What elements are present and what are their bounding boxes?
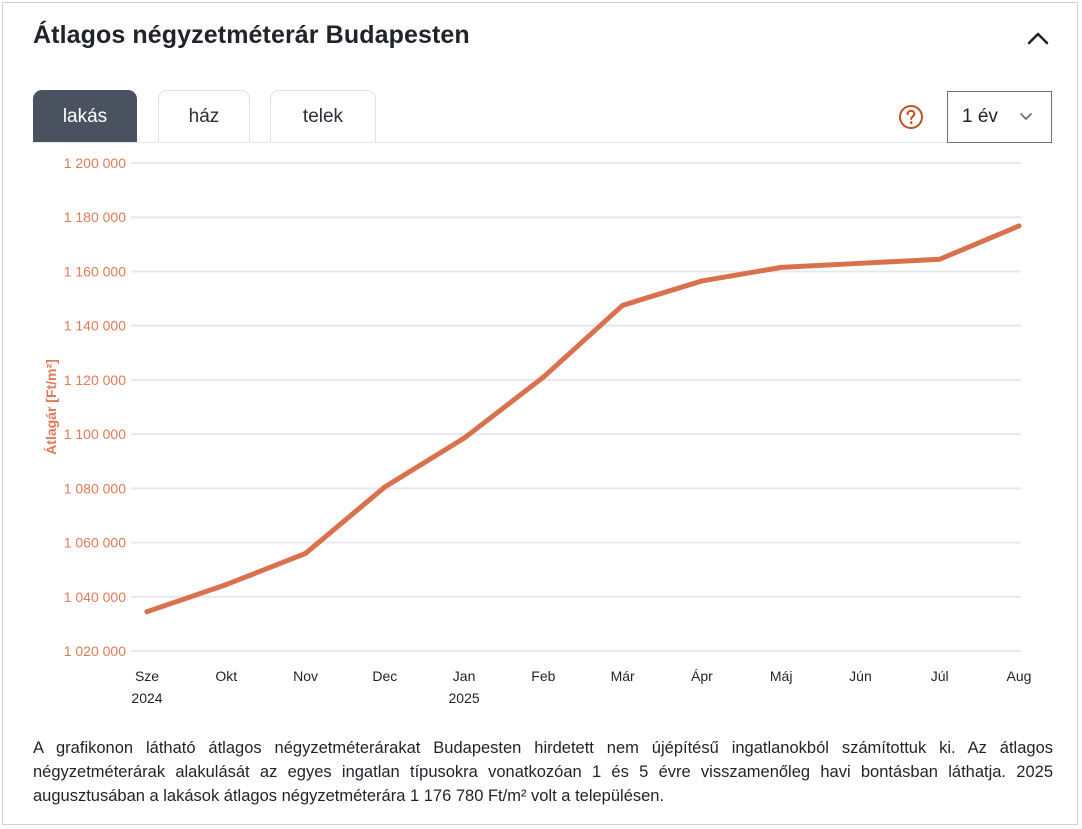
tab-label: telek [302, 105, 344, 127]
x-tick-label: Jún [849, 668, 872, 684]
data-point [144, 609, 150, 615]
x-tick-label: Már [611, 668, 635, 684]
tab-label: ház [188, 105, 220, 127]
data-point [303, 550, 309, 556]
chevron-down-icon [1020, 113, 1032, 120]
page-title: Átlagos négyzetméterár Budapesten [33, 21, 470, 49]
chart-description: A grafikonon látható átlagos négyzetméte… [33, 739, 1053, 805]
tab-label: lakás [62, 105, 108, 127]
y-tick-label: 1 200 000 [64, 155, 126, 171]
x-tick-label: Dec [372, 668, 397, 684]
tab-telek[interactable]: telek [270, 90, 376, 142]
data-point [223, 582, 229, 588]
data-point [1016, 223, 1022, 229]
x-tick-label: Nov [293, 668, 318, 684]
period-select[interactable]: 1 év [947, 91, 1052, 143]
y-tick-label: 1 080 000 [64, 480, 126, 496]
y-tick-label: 1 060 000 [64, 535, 126, 551]
tab-divider [33, 142, 1023, 143]
y-tick-label: 1 120 000 [64, 372, 126, 388]
chevron-up-icon [1027, 32, 1049, 45]
data-point [620, 302, 626, 308]
x-tick-label: Ápr [691, 668, 713, 684]
data-point [540, 374, 546, 380]
data-point [937, 256, 943, 262]
data-point [857, 260, 863, 266]
data-point [382, 484, 388, 490]
y-tick-label: 1 100 000 [64, 426, 126, 442]
y-tick-label: 1 020 000 [64, 643, 126, 659]
x-tick-label: Máj [770, 668, 793, 684]
collapse-button[interactable] [1021, 21, 1055, 55]
help-button[interactable] [898, 104, 924, 130]
x-tick-label: Júl [931, 668, 949, 684]
x-tick-year-label: 2025 [449, 690, 480, 706]
y-tick-label: 1 140 000 [64, 318, 126, 334]
y-tick-label: 1 180 000 [64, 209, 126, 225]
series-line [144, 223, 1022, 615]
y-tick-label: 1 160 000 [64, 263, 126, 279]
x-tick-label: Aug [1007, 668, 1032, 684]
data-point [778, 264, 784, 270]
y-axis-title: Átlagár [Ft/m²] [43, 359, 59, 455]
x-tick-label: Sze [135, 668, 159, 684]
price-line-chart: 1 020 000 1 040 000 1 060 000 1 080 000 1 10… [43, 155, 1032, 706]
y-tick-label: 1 040 000 [64, 589, 126, 605]
data-point [461, 435, 467, 441]
tab-haz[interactable]: ház [158, 90, 250, 142]
x-tick-year-label: 2024 [131, 690, 162, 706]
x-tick-label: Feb [531, 668, 555, 684]
x-tick-label: Jan [453, 668, 476, 684]
question-circle-icon [899, 105, 923, 129]
x-tick-label: Okt [215, 668, 237, 684]
data-point [699, 278, 705, 284]
tab-lakas[interactable]: lakás [33, 90, 137, 142]
period-select-value: 1 év [962, 106, 998, 127]
